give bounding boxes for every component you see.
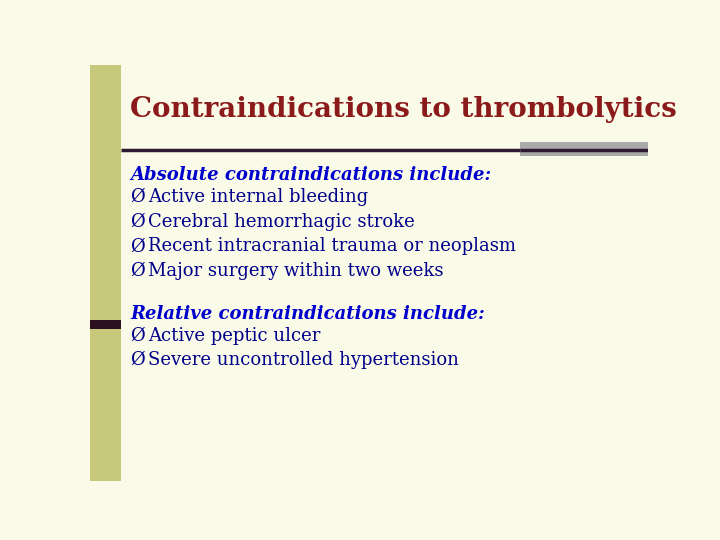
Text: Ø: Ø (130, 237, 145, 255)
Text: Ø: Ø (130, 213, 145, 231)
Bar (90, 320, 121, 329)
Text: Cerebral hemorrhagic stroke: Cerebral hemorrhagic stroke (148, 213, 415, 231)
Text: Recent intracranial trauma or neoplasm: Recent intracranial trauma or neoplasm (148, 237, 516, 255)
Text: Absolute contraindications include:: Absolute contraindications include: (130, 166, 492, 185)
Text: Ø: Ø (130, 351, 145, 369)
Bar (520, 142, 648, 156)
Text: Major surgery within two weeks: Major surgery within two weeks (148, 262, 444, 280)
Text: Relative contraindications include:: Relative contraindications include: (130, 305, 485, 323)
Text: Ø: Ø (130, 327, 145, 345)
Text: Active internal bleeding: Active internal bleeding (148, 188, 369, 206)
Text: Active peptic ulcer: Active peptic ulcer (148, 327, 320, 345)
Bar (90, 65, 121, 481)
Text: Ø: Ø (130, 188, 145, 206)
Text: Ø: Ø (130, 262, 145, 280)
Text: Severe uncontrolled hypertension: Severe uncontrolled hypertension (148, 351, 459, 369)
Text: Contraindications to thrombolytics: Contraindications to thrombolytics (130, 96, 677, 123)
